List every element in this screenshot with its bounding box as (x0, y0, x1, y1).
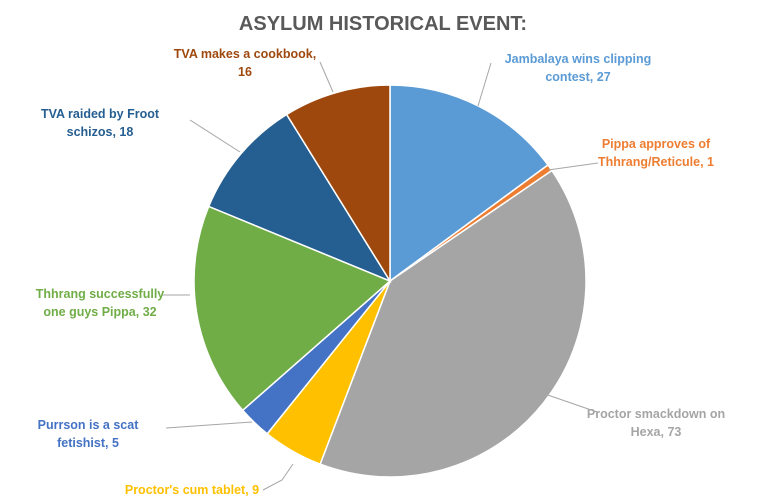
data-label: Thhrang successfully one guys Pippa, 32 (36, 287, 165, 319)
pie-slice (319, 169, 587, 478)
data-label-line: Pippa approves of (602, 137, 711, 151)
leader-line (477, 62, 492, 107)
data-label: Jambalaya wins clipping contest, 27 (505, 52, 652, 84)
data-label: Proctor's cum tablet, 9 (125, 483, 259, 497)
data-label-line: Hexa, 73 (631, 425, 682, 439)
data-label-line: TVA makes a cookbook, (174, 47, 316, 61)
data-label-line: Thhrang successfully (36, 287, 165, 301)
pie-slice (207, 113, 392, 283)
data-label-line: Purrson is a scat (38, 418, 140, 432)
leader-lines (162, 61, 599, 491)
data-label-line: Jambalaya wins clipping (505, 52, 652, 66)
leader-line (319, 61, 334, 93)
data-label-line: one guys Pippa, 32 (43, 305, 156, 319)
data-label-line: 16 (238, 65, 252, 79)
leader-line (189, 119, 241, 153)
leader-line (541, 392, 598, 413)
data-label-line: Thhrang/Reticule, 1 (598, 155, 714, 169)
pie-slice (193, 205, 392, 412)
pie-slices (193, 84, 587, 478)
pie-slice (285, 84, 391, 284)
data-label: TVA makes a cookbook, 16 (174, 47, 316, 79)
data-label-line: Proctor's cum tablet, 9 (125, 483, 259, 497)
data-label-line: Proctor smackdown on (587, 407, 725, 421)
data-label-line: contest, 27 (545, 70, 610, 84)
data-label: TVA raided by Froot schizos, 18 (41, 107, 160, 139)
data-label: Pippa approves of Thhrang/Reticule, 1 (598, 137, 714, 169)
data-label-line: TVA raided by Froot (41, 107, 160, 121)
data-label: Proctor smackdown on Hexa, 73 (587, 407, 725, 439)
data-label-line: fetishist, 5 (57, 436, 119, 450)
data-label: Purrson is a scat fetishist, 5 (38, 418, 140, 450)
data-label-line: schizos, 18 (67, 125, 134, 139)
leader-line (262, 463, 294, 491)
chart-title: ASYLUM HISTORICAL EVENT: (239, 13, 527, 35)
pie-slice (389, 84, 550, 283)
leader-line (547, 162, 599, 171)
data-labels: Jambalaya wins clipping contest, 27 Pippa … (36, 47, 725, 497)
leader-line (165, 421, 253, 429)
